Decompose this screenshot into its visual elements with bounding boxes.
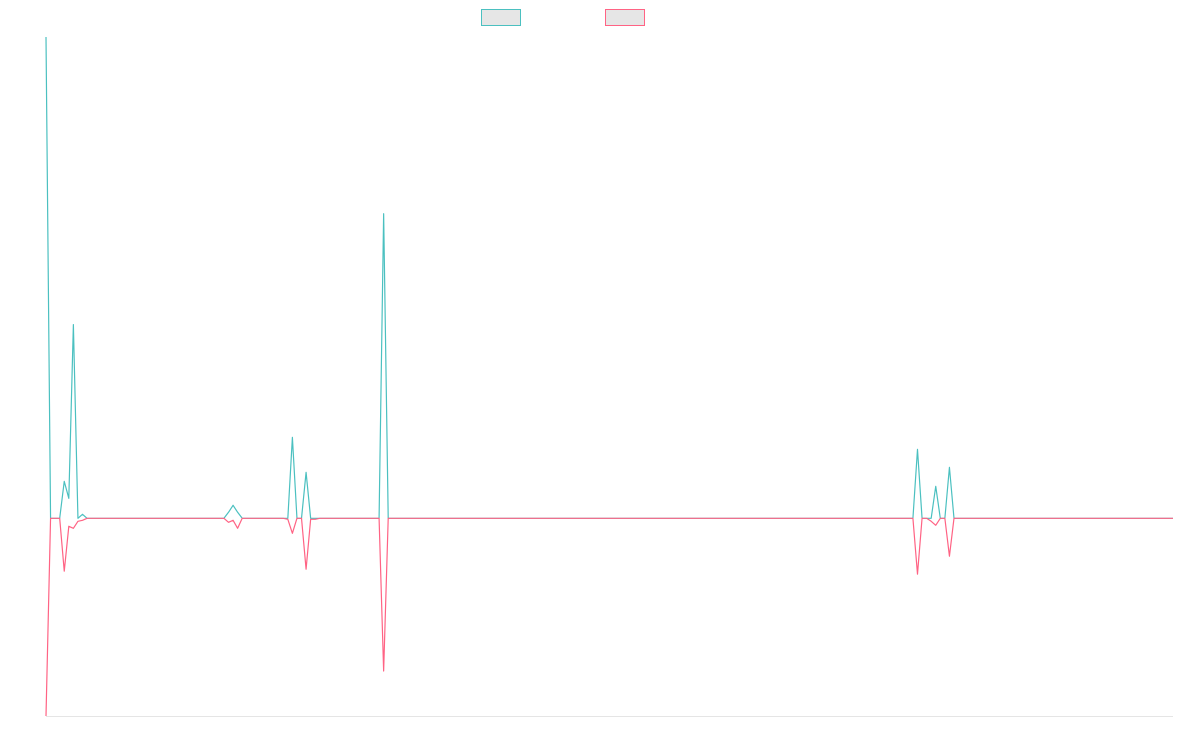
legend-swatch-1 [481, 9, 521, 26]
series-line-2 [45, 517, 1173, 717]
legend [481, 9, 645, 26]
series-line-1 [45, 36, 1173, 519]
series-layer [45, 36, 1173, 717]
legend-swatch-2 [605, 9, 645, 26]
